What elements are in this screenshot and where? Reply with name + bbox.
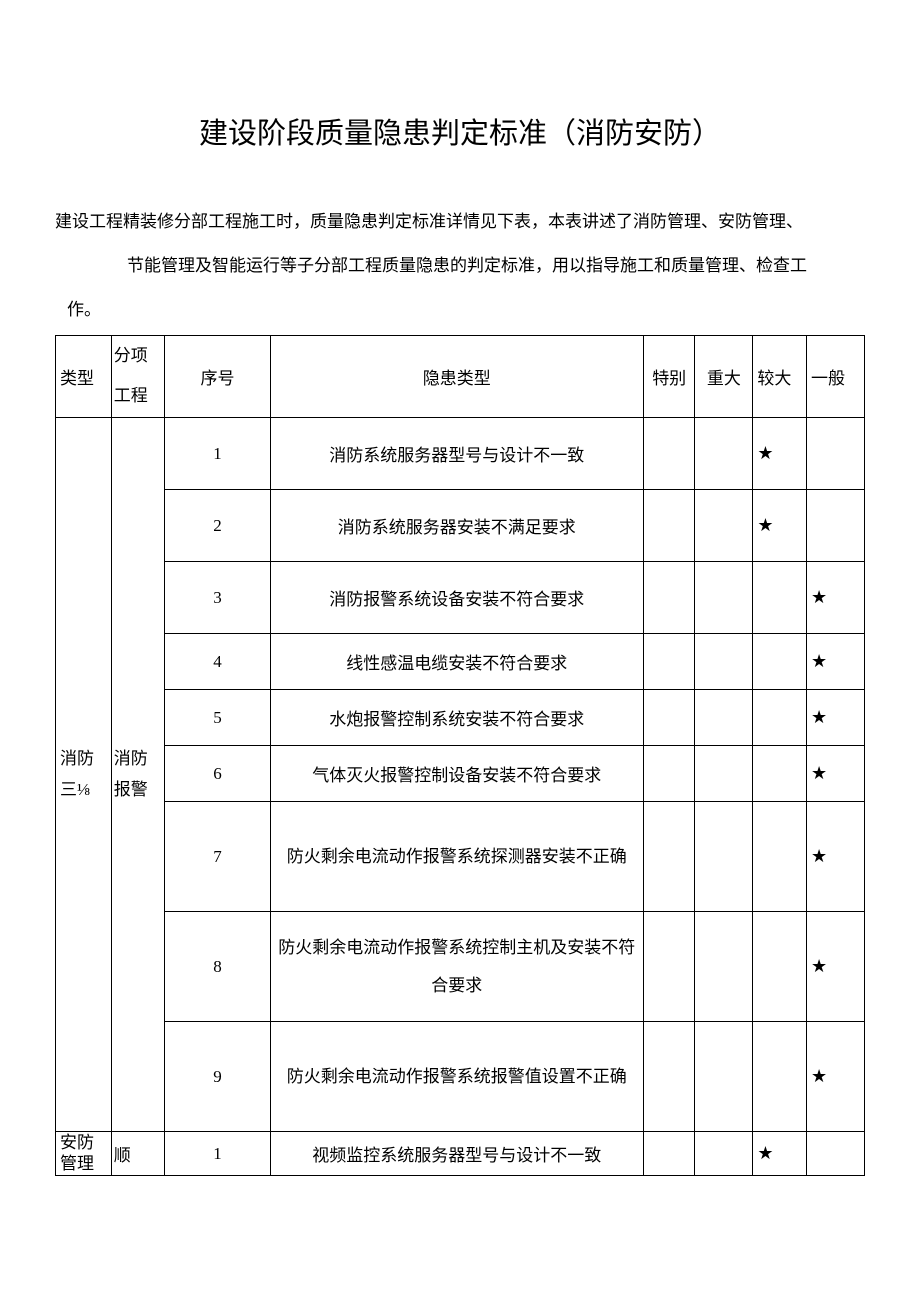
cell-hazard: 防火剩余电流动作报警系统控制主机及安装不符合要求 <box>270 912 643 1022</box>
cell-general: ★ <box>807 634 865 690</box>
cell-sub-group1: 消防报警 <box>111 418 165 1132</box>
cell-type-group1: 消防三⅛ <box>56 418 112 1132</box>
intro-paragraph-line3: 作。 <box>55 288 865 332</box>
cell-hazard: 消防报警系统设备安装不符合要求 <box>270 562 643 634</box>
cell-seq: 9 <box>165 1022 270 1132</box>
cell-hazard: 防火剩余电流动作报警系统报警值设置不正确 <box>270 1022 643 1132</box>
cell-special <box>643 418 695 490</box>
cell-hazard: 消防系统服务器型号与设计不一致 <box>270 418 643 490</box>
table-row: 消防三⅛ 消防报警 1 消防系统服务器型号与设计不一致 ★ <box>56 418 865 490</box>
cell-seq: 8 <box>165 912 270 1022</box>
cell-larger <box>753 634 807 690</box>
cell-special <box>643 1132 695 1176</box>
cell-major <box>695 802 753 912</box>
table-row: 5 水炮报警控制系统安装不符合要求 ★ <box>56 690 865 746</box>
table-row: 3 消防报警系统设备安装不符合要求 ★ <box>56 562 865 634</box>
cell-major <box>695 912 753 1022</box>
cell-general <box>807 418 865 490</box>
cell-hazard: 防火剩余电流动作报警系统探测器安装不正确 <box>270 802 643 912</box>
cell-general: ★ <box>807 912 865 1022</box>
cell-general <box>807 490 865 562</box>
table-row: 9 防火剩余电流动作报警系统报警值设置不正确 ★ <box>56 1022 865 1132</box>
cell-sub-group2: 顺 <box>111 1132 165 1176</box>
cell-major <box>695 562 753 634</box>
header-larger: 较大 <box>753 335 807 418</box>
cell-larger <box>753 746 807 802</box>
intro-paragraph-line1: 建设工程精装修分部工程施工时，质量隐患判定标准详情见下表，本表讲述了消防管理、安… <box>55 200 865 244</box>
cell-special <box>643 1022 695 1132</box>
cell-hazard: 水炮报警控制系统安装不符合要求 <box>270 690 643 746</box>
cell-hazard: 线性感温电缆安装不符合要求 <box>270 634 643 690</box>
cell-larger <box>753 1022 807 1132</box>
table-row: 8 防火剩余电流动作报警系统控制主机及安装不符合要求 ★ <box>56 912 865 1022</box>
cell-special <box>643 490 695 562</box>
cell-larger: ★ <box>753 1132 807 1176</box>
cell-seq: 4 <box>165 634 270 690</box>
table-row: 7 防火剩余电流动作报警系统探测器安装不正确 ★ <box>56 802 865 912</box>
cell-larger <box>753 690 807 746</box>
header-type: 类型 <box>56 335 112 418</box>
table-header-row: 类型 分项工程 序号 隐患类型 特别 重大 较大 一般 <box>56 335 865 418</box>
cell-seq: 3 <box>165 562 270 634</box>
cell-major <box>695 1022 753 1132</box>
header-hazard: 隐患类型 <box>270 335 643 418</box>
cell-seq: 7 <box>165 802 270 912</box>
cell-special <box>643 912 695 1022</box>
cell-major <box>695 746 753 802</box>
cell-seq: 1 <box>165 1132 270 1176</box>
header-general: 一般 <box>807 335 865 418</box>
header-special: 特别 <box>643 335 695 418</box>
hazard-standards-table: 类型 分项工程 序号 隐患类型 特别 重大 较大 一般 消防三⅛ 消防报警 1 … <box>55 335 865 1177</box>
cell-hazard: 气体灭火报警控制设备安装不符合要求 <box>270 746 643 802</box>
cell-major <box>695 634 753 690</box>
cell-seq: 1 <box>165 418 270 490</box>
cell-hazard: 消防系统服务器安装不满足要求 <box>270 490 643 562</box>
cell-special <box>643 562 695 634</box>
cell-general <box>807 1132 865 1176</box>
cell-major <box>695 418 753 490</box>
table-row: 安防管理 顺 1 视频监控系统服务器型号与设计不一致 ★ <box>56 1132 865 1176</box>
cell-seq: 2 <box>165 490 270 562</box>
cell-special <box>643 690 695 746</box>
cell-special <box>643 802 695 912</box>
cell-larger: ★ <box>753 418 807 490</box>
header-sub: 分项工程 <box>111 335 165 418</box>
cell-special <box>643 634 695 690</box>
cell-general: ★ <box>807 690 865 746</box>
header-major: 重大 <box>695 335 753 418</box>
cell-general: ★ <box>807 1022 865 1132</box>
table-row: 6 气体灭火报警控制设备安装不符合要求 ★ <box>56 746 865 802</box>
cell-larger <box>753 912 807 1022</box>
cell-larger <box>753 562 807 634</box>
cell-larger: ★ <box>753 490 807 562</box>
page-title: 建设阶段质量隐患判定标准（消防安防） <box>55 110 865 152</box>
cell-general: ★ <box>807 746 865 802</box>
table-row: 2 消防系统服务器安装不满足要求 ★ <box>56 490 865 562</box>
table-row: 4 线性感温电缆安装不符合要求 ★ <box>56 634 865 690</box>
cell-larger <box>753 802 807 912</box>
cell-major <box>695 1132 753 1176</box>
cell-seq: 5 <box>165 690 270 746</box>
cell-type-group2: 安防管理 <box>56 1132 112 1176</box>
cell-general: ★ <box>807 562 865 634</box>
cell-general: ★ <box>807 802 865 912</box>
intro-paragraph-line2: 节能管理及智能运行等子分部工程质量隐患的判定标准，用以指导施工和质量管理、检查工 <box>55 244 865 288</box>
cell-major <box>695 690 753 746</box>
cell-seq: 6 <box>165 746 270 802</box>
cell-special <box>643 746 695 802</box>
cell-major <box>695 490 753 562</box>
cell-hazard: 视频监控系统服务器型号与设计不一致 <box>270 1132 643 1176</box>
header-seq: 序号 <box>165 335 270 418</box>
